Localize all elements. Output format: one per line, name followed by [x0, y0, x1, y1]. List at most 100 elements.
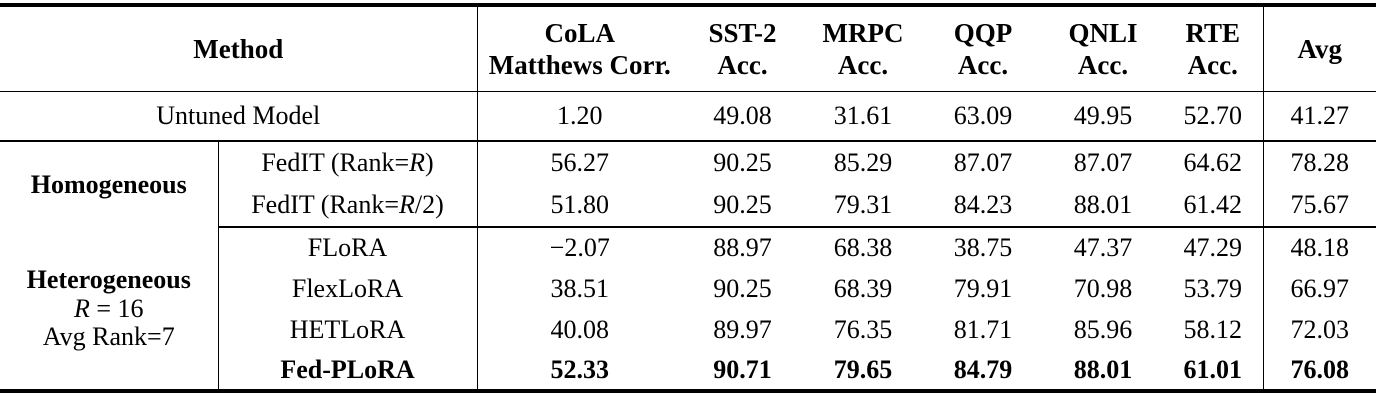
- cell-fed-plora-sst2: 90.71: [713, 354, 772, 384]
- method-label-fed-plora: Fed-PLoRA: [280, 354, 415, 384]
- col-header-mrpc: MRPC Acc.: [803, 5, 923, 92]
- sst2-name: SST-2: [708, 17, 777, 48]
- cell-fedit-r2-cola: 51.80: [476, 184, 682, 228]
- col-header-avg: Avg: [1262, 5, 1376, 92]
- qqp-name: QQP: [953, 17, 1013, 48]
- cell-flexlora-avg: 66.97: [1262, 268, 1376, 309]
- col-header-method: Method: [0, 5, 477, 92]
- heterogeneous-rank-value: = 16: [89, 294, 144, 323]
- qnli-measure: Acc.: [1077, 49, 1129, 80]
- untuned-label: Untuned Model: [0, 91, 477, 142]
- cell-untuned-cola: 1.20: [476, 91, 682, 142]
- rte-name: RTE: [1185, 17, 1241, 48]
- method-header-label: Method: [193, 33, 284, 64]
- cell-fedit-r2-mrpc: 79.31: [803, 184, 923, 228]
- fedit-r-var: R: [409, 148, 425, 177]
- cell-untuned-mrpc: 31.61: [803, 91, 923, 142]
- cell-fed-plora-cola: 52.33: [476, 350, 682, 391]
- cell-hetlora-sst2: 89.97: [713, 314, 772, 344]
- col-header-qnli: QNLI Acc.: [1043, 5, 1163, 92]
- col-header-sst2: SST-2 Acc.: [682, 5, 803, 92]
- fedit-r2-prefix: FedIT (Rank=: [251, 190, 399, 219]
- heterogeneous-avg-rank: Avg Rank=7: [42, 322, 175, 351]
- cell-flora-cola: −2.07: [476, 227, 682, 268]
- row-fed-plora: Fed-PLoRA 52.33 90.71 79.65 84.79 88.01 …: [0, 350, 1376, 391]
- cell-hetlora-cola: 40.08: [476, 309, 682, 350]
- cell-fedit-r2-rte: 61.42: [1163, 184, 1263, 228]
- heterogeneous-rank-var: R: [73, 294, 90, 323]
- heterogeneous-rank: R = 16: [0, 294, 217, 323]
- cell-fedit-r-cola: 56.27: [476, 141, 682, 184]
- cell-hetlora-avg: 72.03: [1262, 309, 1376, 350]
- cell-fedit-r-qqp: 87.07: [953, 148, 1013, 177]
- cell-flexlora-rte: 53.79: [1183, 273, 1243, 303]
- group-label-homogeneous: Homogeneous: [0, 141, 219, 227]
- col-header-cola: CoLA Matthews Corr.: [476, 5, 682, 92]
- header-row: Method CoLA Matthews Corr. SST-2 Acc. MR…: [0, 5, 1376, 92]
- cell-untuned-avg: 41.27: [1262, 91, 1376, 142]
- cell-fedit-r-mrpc: 85.29: [833, 148, 893, 177]
- fedit-r2-var: R: [399, 190, 415, 219]
- group-label-heterogeneous: Heterogeneous R = 16 Avg Rank=7: [0, 227, 219, 391]
- cell-untuned-sst2: 49.08: [682, 91, 803, 142]
- cell-flexlora-qqp: 79.91: [953, 273, 1013, 303]
- cell-flora-qqp: 38.75: [953, 233, 1013, 262]
- cell-hetlora-rte: 58.12: [1183, 314, 1243, 344]
- method-label-fedit-r2: FedIT (Rank=R/2): [218, 184, 477, 228]
- row-untuned-model: Untuned Model 1.20 49.08 31.61 63.09 49.…: [0, 91, 1376, 142]
- cell-untuned-rte: 52.70: [1163, 91, 1263, 142]
- mrpc-measure: Acc.: [837, 49, 889, 80]
- cell-hetlora-mrpc: 76.35: [833, 314, 893, 344]
- qnli-name: QNLI: [1068, 17, 1138, 48]
- sst2-measure: Acc.: [717, 49, 768, 80]
- cell-fed-plora-mrpc: 79.65: [833, 354, 893, 384]
- col-header-qqp: QQP Acc.: [923, 5, 1043, 92]
- cell-fed-plora-avg: 76.08: [1262, 350, 1376, 391]
- results-table: Method CoLA Matthews Corr. SST-2 Acc. MR…: [0, 3, 1376, 393]
- cell-fedit-r2-qqp: 84.23: [923, 184, 1043, 228]
- method-label-flora: FLoRA: [307, 233, 388, 262]
- method-label-fedit-r: FedIT (Rank=R): [218, 141, 477, 184]
- col-header-rte: RTE Acc.: [1163, 5, 1263, 92]
- cell-fed-plora-qqp: 84.79: [953, 354, 1013, 384]
- cell-flexlora-mrpc: 68.39: [833, 273, 893, 303]
- row-flexlora: FlexLoRA 38.51 90.25 68.39 79.91 70.98 5…: [0, 268, 1376, 309]
- cell-fedit-r2-avg: 75.67: [1262, 184, 1376, 228]
- cola-measure: Matthews Corr.: [488, 49, 671, 80]
- cell-fedit-r-qnli: 87.07: [1073, 148, 1133, 177]
- cell-hetlora-qqp: 81.71: [953, 314, 1013, 344]
- cell-fedit-r-sst2: 90.25: [713, 148, 772, 177]
- cell-untuned-qnli: 49.95: [1043, 91, 1163, 142]
- row-fedit-rank-r2: FedIT (Rank=R/2) 51.80 90.25 79.31 84.23…: [0, 184, 1376, 228]
- cell-untuned-qqp: 63.09: [923, 91, 1043, 142]
- cell-fedit-r2-sst2: 90.25: [682, 184, 803, 228]
- cell-flora-rte: 47.29: [1183, 233, 1243, 262]
- cola-name: CoLA: [544, 17, 615, 48]
- fedit-r-prefix: FedIT (Rank=: [261, 148, 410, 177]
- qqp-measure: Acc.: [957, 49, 1009, 80]
- method-label-hetlora: HETLoRA: [289, 314, 406, 344]
- row-hetlora: HETLoRA 40.08 89.97 76.35 81.71 85.96 58…: [0, 309, 1376, 350]
- row-flora: Heterogeneous R = 16 Avg Rank=7 FLoRA −2…: [0, 227, 1376, 391]
- cell-flora-avg: 48.18: [1262, 227, 1376, 268]
- cell-flora-mrpc: 68.38: [833, 233, 893, 262]
- cell-flexlora-cola: 38.51: [476, 268, 682, 309]
- cell-flexlora-qnli: 70.98: [1073, 273, 1133, 303]
- page: Method CoLA Matthews Corr. SST-2 Acc. MR…: [0, 3, 1376, 393]
- cell-flora-sst2: 88.97: [713, 233, 772, 262]
- cell-hetlora-qnli: 85.96: [1073, 314, 1133, 344]
- mrpc-name: MRPC: [822, 17, 904, 48]
- avg-header-label: Avg: [1297, 33, 1343, 64]
- cell-fedit-r-avg: 78.28: [1262, 141, 1376, 184]
- fedit-r-suffix: ): [425, 148, 434, 177]
- cell-flora-qnli: 47.37: [1073, 233, 1133, 262]
- fedit-r2-suffix: /2): [414, 190, 444, 219]
- heterogeneous-title: Heterogeneous: [26, 265, 191, 294]
- cell-fedit-r2-qnli: 88.01: [1043, 184, 1163, 228]
- homogeneous-title: Homogeneous: [30, 169, 187, 199]
- row-fedit-rank-r: Homogeneous FedIT (Rank=R) 56.27 90.25 8…: [0, 141, 1376, 227]
- cell-flexlora-sst2: 90.25: [713, 273, 772, 303]
- cell-fed-plora-qnli: 88.01: [1073, 354, 1133, 384]
- rte-measure: Acc.: [1187, 49, 1238, 80]
- method-label-flexlora: FlexLoRA: [291, 273, 404, 303]
